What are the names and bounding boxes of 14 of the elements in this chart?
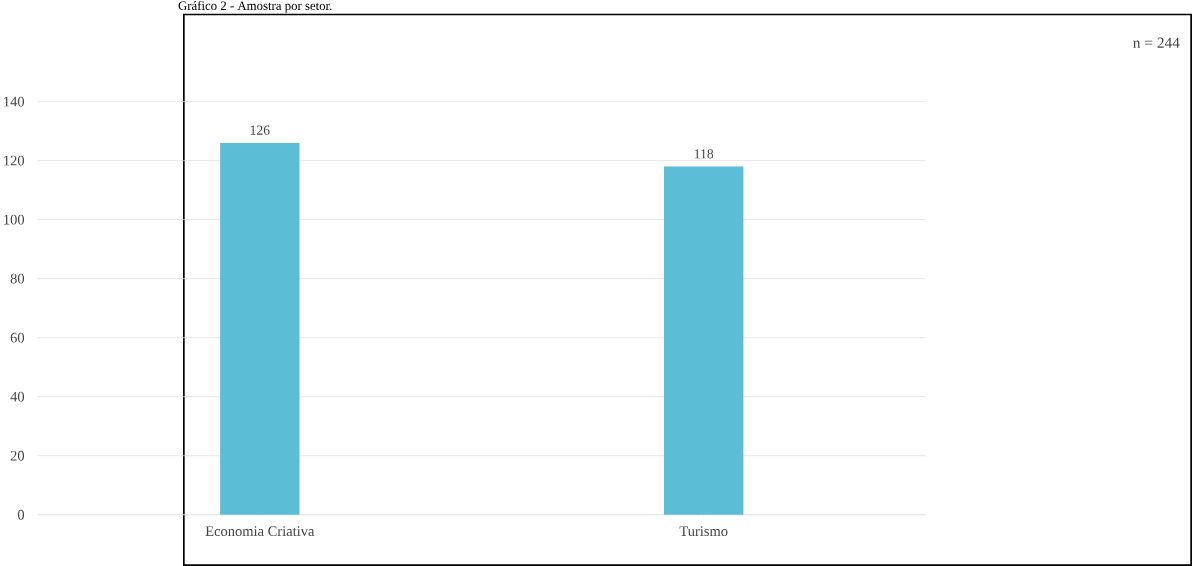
y-tick-label: 120 bbox=[4, 155, 25, 166]
y-tick-label: 140 bbox=[4, 96, 25, 107]
y-tick-label: 100 bbox=[4, 214, 25, 225]
text: n = 244 bbox=[1133, 37, 1180, 48]
x-tick-label: Economia Criativa bbox=[205, 526, 315, 537]
y-tick-label: 80 bbox=[10, 273, 25, 284]
chart-title: Gráfico 2 - Amostra por setor. bbox=[178, 0, 332, 13]
x-tick-label: Turismo bbox=[679, 526, 728, 537]
y-tick-label: 40 bbox=[10, 391, 25, 402]
y-tick-label: 20 bbox=[10, 450, 25, 461]
data-label: 126 bbox=[250, 125, 270, 135]
y-tick-label: 60 bbox=[10, 332, 25, 343]
y-tick-label: 0 bbox=[17, 509, 25, 520]
data-label: 118 bbox=[694, 149, 714, 159]
